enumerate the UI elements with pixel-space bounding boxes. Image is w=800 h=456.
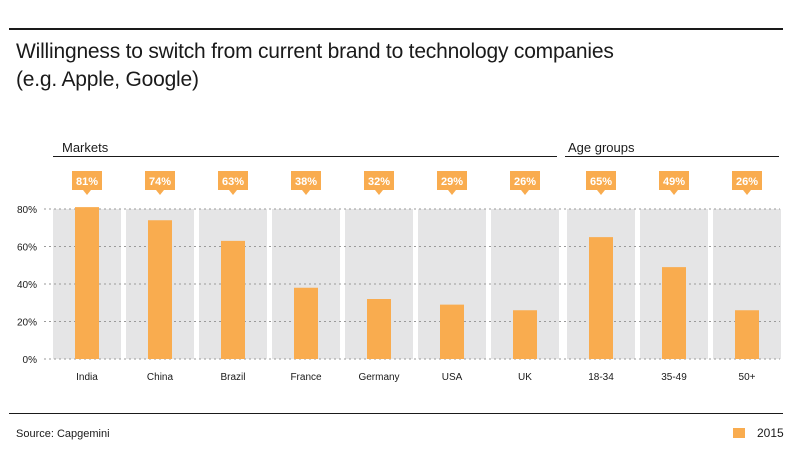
value-badge-pointer bbox=[302, 190, 310, 195]
value-label: 26% bbox=[736, 176, 758, 188]
group-rule-age-groups bbox=[565, 156, 779, 157]
value-badge-pointer bbox=[448, 190, 456, 195]
value-label: 49% bbox=[663, 176, 685, 188]
value-label: 32% bbox=[368, 176, 390, 188]
source-note: Source: Capgemini bbox=[16, 428, 110, 440]
bar-chart: 0% 20% 40% 60% 80% 81% India 74% China 63% Brazil 3… bbox=[17, 171, 781, 383]
bottom-rule bbox=[9, 413, 783, 414]
category-label-brazil: Brazil bbox=[220, 372, 245, 383]
value-badge bbox=[291, 171, 321, 190]
category-label-50-: 50+ bbox=[739, 372, 756, 383]
value-badge bbox=[659, 171, 689, 190]
chart-title: Willingness to switch from current brand… bbox=[16, 38, 776, 94]
value-badge-pointer bbox=[597, 190, 605, 195]
group-rule-markets bbox=[53, 156, 557, 157]
legend-label: 2015 bbox=[757, 426, 784, 440]
bar-brazil bbox=[221, 240, 245, 359]
value-label: 74% bbox=[149, 176, 171, 188]
value-label: 29% bbox=[441, 176, 463, 188]
value-badge bbox=[364, 171, 394, 190]
value-badge bbox=[72, 171, 102, 190]
value-badge-pointer bbox=[83, 190, 91, 195]
chart-title-line: Willingness to switch from current brand… bbox=[16, 40, 614, 63]
bar-uk bbox=[513, 310, 537, 359]
value-badge-pointer bbox=[156, 190, 164, 195]
value-badge-pointer bbox=[375, 190, 383, 195]
y-tick-label: 60% bbox=[17, 243, 37, 254]
value-label: 65% bbox=[590, 176, 612, 188]
category-label-35-49: 35-49 bbox=[661, 372, 687, 383]
legend-swatch bbox=[733, 428, 745, 438]
bar-50- bbox=[735, 310, 759, 359]
value-badge-pointer bbox=[743, 190, 751, 195]
category-label-india: India bbox=[76, 372, 98, 383]
value-badge bbox=[586, 171, 616, 190]
bar-france bbox=[294, 287, 318, 359]
value-label: 38% bbox=[295, 176, 317, 188]
category-label-france: France bbox=[290, 372, 322, 383]
value-badge bbox=[732, 171, 762, 190]
value-badge-pointer bbox=[521, 190, 529, 195]
category-label-uk: UK bbox=[518, 372, 532, 383]
value-badge bbox=[510, 171, 540, 190]
group-label-markets: Markets bbox=[62, 140, 109, 155]
category-label-18-34: 18-34 bbox=[588, 372, 614, 383]
category-label-usa: USA bbox=[442, 372, 463, 383]
bar-china bbox=[148, 220, 172, 359]
bar-usa bbox=[440, 304, 464, 359]
value-badge bbox=[218, 171, 248, 190]
value-label: 81% bbox=[76, 176, 98, 188]
y-tick-label: 20% bbox=[17, 318, 37, 329]
y-tick-label: 80% bbox=[17, 205, 37, 216]
bar-35-49 bbox=[662, 267, 686, 359]
top-rule bbox=[9, 28, 783, 30]
category-label-germany: Germany bbox=[358, 372, 399, 383]
value-badge-pointer bbox=[670, 190, 678, 195]
value-badge-pointer bbox=[229, 190, 237, 195]
chart-subtitle: (e.g. Apple, Google) bbox=[16, 68, 199, 91]
bar-germany bbox=[367, 299, 391, 359]
group-label-age-groups: Age groups bbox=[568, 140, 635, 155]
y-tick-label: 0% bbox=[23, 355, 38, 366]
legend: 2015 bbox=[733, 426, 784, 440]
value-label: 26% bbox=[514, 176, 536, 188]
value-label: 63% bbox=[222, 176, 244, 188]
value-badge bbox=[145, 171, 175, 190]
y-tick-label: 40% bbox=[17, 280, 37, 291]
bar-india bbox=[75, 207, 99, 359]
bar-18-34 bbox=[589, 237, 613, 359]
category-label-china: China bbox=[147, 372, 174, 383]
value-badge bbox=[437, 171, 467, 190]
